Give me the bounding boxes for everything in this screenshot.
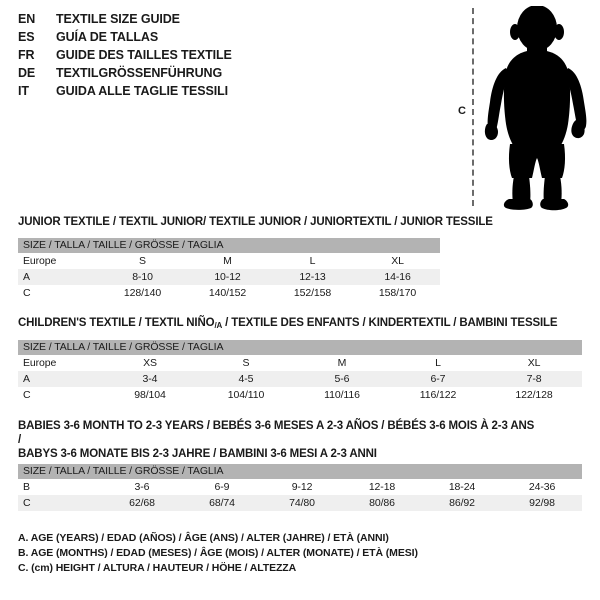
cell: XL: [355, 253, 441, 269]
table-row: Europe XS S M L XL: [18, 355, 583, 371]
cell: XS: [102, 355, 198, 371]
cell: 86/92: [422, 495, 502, 511]
cell: 7-8: [486, 371, 583, 387]
cell: 128/140: [100, 285, 185, 301]
cell: 12-18: [342, 479, 422, 495]
cell: S: [100, 253, 185, 269]
legend-line-c: C. (cm) HEIGHT / ALTURA / HAUTEUR / HÖHE…: [18, 562, 297, 574]
legend-block: A. AGE (YEARS) / EDAD (AÑOS) / ÂGE (ANS)…: [18, 531, 578, 576]
cell: 3-4: [102, 371, 198, 387]
cell: M: [294, 355, 390, 371]
language-code-fr: FR: [18, 48, 35, 62]
row-label: C: [18, 495, 102, 511]
cell: 18-24: [422, 479, 502, 495]
cell: 80/86: [342, 495, 422, 511]
cell: L: [270, 253, 355, 269]
table-row: C 62/68 68/74 74/80 80/86 86/92 92/98: [18, 495, 583, 511]
cell: L: [390, 355, 486, 371]
section-title-children-sub: /A: [214, 321, 223, 330]
cell: S: [198, 355, 294, 371]
cell: 110/116: [294, 387, 390, 403]
section-title-junior: JUNIOR TEXTILE / TEXTIL JUNIOR/ TEXTILE …: [18, 216, 493, 228]
cell: 5-6: [294, 371, 390, 387]
language-row: DE TEXTILGRÖSSENFÜHRUNG: [18, 66, 438, 84]
cell: 9-12: [262, 479, 342, 495]
section-title-babies-line2: BABYS 3-6 MONATE BIS 2-3 JAHRE / BAMBINI…: [18, 448, 377, 460]
table-row: C 98/104 104/110 110/116 116/122 122/128: [18, 387, 583, 403]
table-row: C 128/140 140/152 152/158 158/170: [18, 285, 441, 301]
row-label: A: [18, 269, 100, 285]
cell: M: [185, 253, 270, 269]
section-title-children-post: / TEXTILE DES ENFANTS / KINDERTEXTIL / B…: [222, 317, 558, 329]
language-code-es: ES: [18, 30, 35, 44]
row-label: A: [18, 371, 102, 387]
cell: 6-9: [182, 479, 262, 495]
cell: 4-5: [198, 371, 294, 387]
cell: 12-13: [270, 269, 355, 285]
table-row: A 8-10 10-12 12-13 14-16: [18, 269, 441, 285]
cell: 140/152: [185, 285, 270, 301]
size-table-babies: SIZE / TALLA / TAILLE / GRÖSSE / TAGLIA …: [18, 464, 583, 511]
cell: 3-6: [102, 479, 182, 495]
cell: 104/110: [198, 387, 294, 403]
table-header-bar-children: SIZE / TALLA / TAILLE / GRÖSSE / TAGLIA: [18, 340, 583, 355]
size-table-children: SIZE / TALLA / TAILLE / GRÖSSE / TAGLIA …: [18, 340, 583, 403]
language-code-en: EN: [18, 12, 36, 26]
language-title-es: GUÍA DE TALLAS: [56, 30, 159, 44]
table-row: Europe S M L XL: [18, 253, 441, 269]
cell: 10-12: [185, 269, 270, 285]
language-row: FR GUIDE DES TAILLES TEXTILE: [18, 48, 438, 66]
cell: 116/122: [390, 387, 486, 403]
cell: XL: [486, 355, 583, 371]
table-row: B 3-6 6-9 9-12 12-18 18-24 24-36: [18, 479, 583, 495]
section-title-babies-line1: BABIES 3-6 MONTH TO 2-3 YEARS / BEBÉS 3-…: [18, 420, 535, 446]
language-title-fr: GUIDE DES TAILLES TEXTILE: [56, 48, 232, 62]
size-table-junior: SIZE / TALLA / TAILLE / GRÖSSE / TAGLIA …: [18, 238, 441, 301]
cell: 6-7: [390, 371, 486, 387]
height-measure-label: C: [458, 105, 466, 117]
row-label: C: [18, 285, 100, 301]
language-code-de: DE: [18, 66, 36, 80]
legend-line-b: B. AGE (MONTHS) / EDAD (MESES) / ÂGE (MO…: [18, 547, 418, 559]
cell: 62/68: [102, 495, 182, 511]
cell: 14-16: [355, 269, 441, 285]
height-measurement-figure: C: [440, 0, 600, 215]
cell: 98/104: [102, 387, 198, 403]
section-title-children-pre: CHILDREN'S TEXTILE / TEXTIL NIÑO: [18, 317, 215, 329]
language-code-it: IT: [18, 84, 29, 98]
row-label: Europe: [18, 253, 100, 269]
cell: 92/98: [502, 495, 583, 511]
row-label: B: [18, 479, 102, 495]
cell: 122/128: [486, 387, 583, 403]
cell: 158/170: [355, 285, 441, 301]
table-header-bar-label: SIZE / TALLA / TAILLE / GRÖSSE / TAGLIA: [18, 340, 583, 355]
language-row: ES GUÍA DE TALLAS: [18, 30, 438, 48]
language-header: EN TEXTILE SIZE GUIDE ES GUÍA DE TALLAS …: [18, 12, 438, 102]
row-label: Europe: [18, 355, 102, 371]
toddler-silhouette-icon: [484, 6, 587, 211]
table-header-bar-babies: SIZE / TALLA / TAILLE / GRÖSSE / TAGLIA: [18, 464, 583, 479]
language-title-it: GUIDA ALLE TAGLIE TESSILI: [56, 84, 229, 98]
cell: 8-10: [100, 269, 185, 285]
table-header-bar-label: SIZE / TALLA / TAILLE / GRÖSSE / TAGLIA: [18, 464, 583, 479]
height-dashed-line-icon: [472, 8, 474, 206]
cell: 152/158: [270, 285, 355, 301]
language-row: EN TEXTILE SIZE GUIDE: [18, 12, 438, 30]
language-title-en: TEXTILE SIZE GUIDE: [56, 12, 180, 26]
cell: 68/74: [182, 495, 262, 511]
table-header-bar-label: SIZE / TALLA / TAILLE / GRÖSSE / TAGLIA: [18, 238, 441, 253]
section-title-children: CHILDREN'S TEXTILE / TEXTIL NIÑO/A / TEX…: [18, 317, 558, 330]
section-title-babies: BABIES 3-6 MONTH TO 2-3 YEARS / BEBÉS 3-…: [18, 419, 538, 461]
cell: 74/80: [262, 495, 342, 511]
language-row: IT GUIDA ALLE TAGLIE TESSILI: [18, 84, 438, 102]
row-label: C: [18, 387, 102, 403]
language-title-de: TEXTILGRÖSSENFÜHRUNG: [56, 66, 223, 80]
cell: 24-36: [502, 479, 583, 495]
legend-line-a: A. AGE (YEARS) / EDAD (AÑOS) / ÂGE (ANS)…: [18, 532, 389, 544]
table-header-bar-junior: SIZE / TALLA / TAILLE / GRÖSSE / TAGLIA: [18, 238, 441, 253]
table-row: A 3-4 4-5 5-6 6-7 7-8: [18, 371, 583, 387]
